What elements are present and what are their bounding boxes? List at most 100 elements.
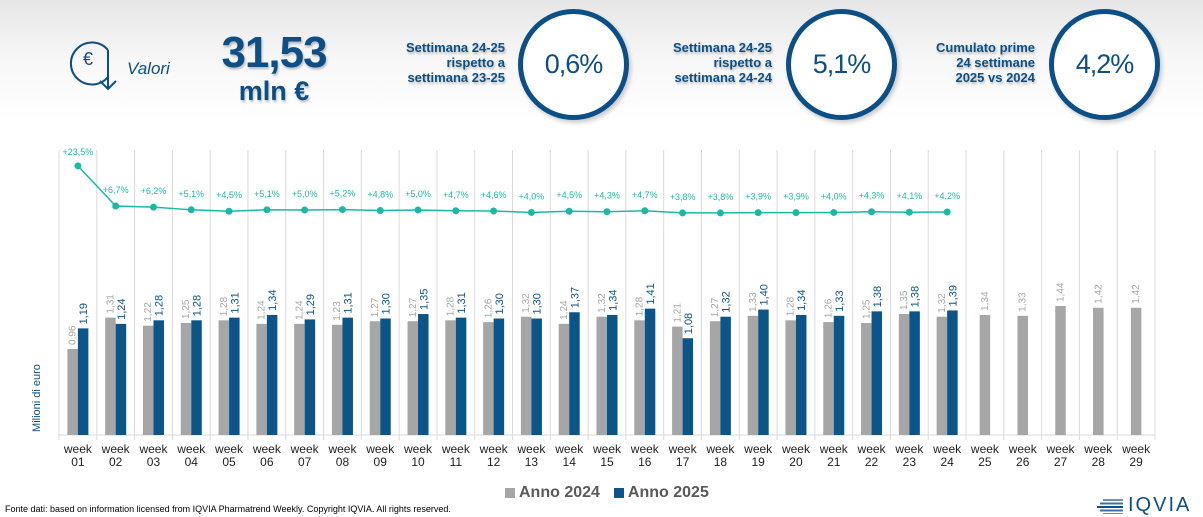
bar-2024 [672,326,683,435]
x-tick-label: week [819,442,849,456]
x-tick-label: 04 [185,455,199,469]
bar-label-2024: 1,27 [370,297,381,317]
bar-2024 [861,323,872,435]
bar-2025 [229,317,240,435]
bar-label-2024: 1,27 [710,297,721,317]
legend-swatch-2025 [613,488,624,498]
values-label: Valori [127,59,170,78]
growth-label: +4,0% [519,191,545,201]
growth-point [641,207,649,215]
bar-2024 [142,325,154,435]
bar-label-2024: 1,28 [786,296,797,316]
growth-point [490,207,498,215]
growth-label: +4,0% [821,191,847,201]
x-tick-label: week [101,442,131,456]
growth-point [414,206,422,214]
bar-label-2025: 1,35 [418,289,430,310]
bar-label-2025: 1,39 [947,285,959,306]
x-tick-label: 16 [638,455,652,469]
bar-2025 [607,314,618,435]
bar-label-2025: 1,40 [758,284,770,305]
growth-point [301,206,309,214]
bar-2025 [266,314,278,435]
legend-label: Anno 2024 [519,484,600,501]
bar-2025 [569,312,580,435]
kpi-label-line: 24 settimane [956,55,1035,70]
bar-label-2024: 1,25 [181,299,192,319]
x-tick-label: 07 [298,455,312,469]
kpi-label-line: Cumulato prime [936,40,1035,55]
chart-legend: Anno 2024 Anno 2025 [505,484,709,502]
bar-label-2025: 1,41 [645,283,657,304]
bar-label-2024: 1,32 [937,293,948,313]
x-tick-label: 11 [450,455,463,469]
kpi-label-line: settimana 23-25 [407,70,505,85]
growth-point [527,208,535,216]
bar-2024 [634,320,645,435]
bar-2024 [747,315,759,435]
bar-2025 [947,310,958,435]
iqvia-logo-text: IQVIA [1128,494,1192,516]
x-tick-label: week [894,442,924,456]
kpi-value-text: 0,6% [544,49,604,79]
bar-2024 [1093,307,1104,435]
growth-label: +4,5% [556,190,582,200]
bar-2025 [758,309,769,435]
x-tick-label: 02 [109,455,123,469]
kpi-label-line: Settimana 24-25 [406,40,505,55]
x-tick-label: 01 [71,455,85,469]
svg-text:€: € [83,49,93,69]
bar-2025 [493,318,505,435]
growth-label: +4,3% [859,191,885,201]
bar-label-2025: 1,38 [910,286,922,307]
bar-label-2025: 1,28 [154,295,166,316]
x-axis-ticks: week01week02week03week04week05week06week… [63,442,1151,469]
growth-point [338,206,346,214]
bar-2024 [823,322,834,435]
bar-label-2024: 1,24 [294,300,305,320]
bar-2024 [369,321,381,435]
bar-2025 [418,314,429,435]
bar-2024 [294,323,305,435]
x-tick-label: week [970,442,1000,456]
growth-label: +3,9% [745,192,771,202]
bar-label-2024: 1,33 [748,292,759,312]
x-tick-label: week [1083,442,1113,456]
bar-label-2025: 1,08 [683,313,695,334]
bar-2025 [115,323,127,435]
bar-label-2024: 1,34 [980,291,991,311]
bar-2024 [445,320,456,435]
bar-2024 [520,316,532,435]
bar-2024 [1130,307,1142,435]
bar-label-2025: 1,38 [872,286,884,307]
x-tick-label: week [252,442,282,456]
bar-2024 [596,316,607,435]
x-tick-label: 17 [676,455,690,469]
x-tick-label: week [668,442,698,456]
x-tick-label: 13 [525,455,539,469]
bar-2024 [483,322,494,435]
growth-point [263,206,271,214]
kpi-weekly-vs-prev-week-value: 0,6% [518,9,629,120]
x-tick-label: week [1121,442,1151,456]
bar-label-2024: 1,24 [559,300,570,320]
growth-point [74,162,82,170]
bar-label-2024: 0,96 [68,325,79,345]
growth-point [679,209,687,217]
bar-label-2025: 1,29 [305,294,317,315]
bar-2024 [256,323,267,435]
x-tick-label: 03 [147,455,161,469]
bar-label-2025: 1,34 [607,290,619,311]
growth-label: +4,1% [896,191,922,201]
bar-label-2024: 1,44 [1056,282,1067,302]
kpi-total-value: 31,53 [221,28,327,77]
bar-2024 [331,324,343,435]
kpi-label-line: settimana 24-24 [674,70,772,85]
bar-label-2024: 1,28 [446,296,457,316]
growth-label: +3,9% [783,192,809,202]
bar-label-2025: 1,31 [229,292,241,313]
growth-label: +4,7% [632,190,658,200]
growth-label: +4,2% [934,191,960,201]
growth-label: +3,8% [670,192,696,202]
kpi-label-line: rispetto a [713,55,772,70]
